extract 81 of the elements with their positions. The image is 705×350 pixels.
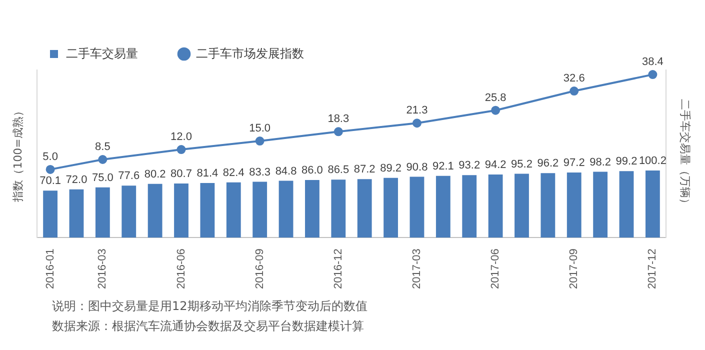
data-label: 80.7 (170, 168, 192, 180)
bar (488, 174, 503, 238)
data-label: 90.8 (406, 161, 428, 174)
bar (331, 180, 346, 238)
bar (69, 189, 84, 238)
x-tick-label: 2017-09 (568, 248, 580, 290)
bar (278, 180, 294, 238)
data-label: 93.2 (458, 160, 480, 172)
data-label: 89.2 (380, 162, 402, 174)
point (412, 118, 422, 128)
data-label: 75.0 (92, 172, 114, 184)
data-label: 83.3 (249, 166, 271, 178)
point (98, 155, 108, 164)
data-label: 97.2 (563, 156, 585, 169)
bar (122, 186, 136, 238)
data-label: 98.2 (590, 156, 612, 168)
data-label: 5.0 (42, 150, 58, 163)
data-label: 80.2 (144, 168, 166, 180)
data-label: 70.1 (40, 175, 62, 188)
bar (148, 184, 162, 238)
data-label: 8.5 (95, 141, 110, 154)
data-label: 77.6 (118, 170, 140, 182)
bar (646, 170, 660, 238)
bar (95, 187, 110, 238)
data-label: 21.3 (406, 104, 428, 117)
point (255, 136, 264, 146)
bar (226, 182, 241, 238)
x-tick-label: 2017-12 (646, 248, 659, 290)
y-axis-title: 指数（100=成熟） (11, 106, 24, 203)
bar (384, 178, 398, 238)
x-tick-label: 2016-03 (96, 248, 109, 290)
legend-label: 二手车市场发展指数 (196, 46, 304, 60)
x-tick-label: 2017-03 (411, 248, 424, 290)
text: 说明：图中交易量是用12期移动平均消除季节变动后的数值 (52, 298, 368, 315)
data-label: 38.4 (642, 56, 664, 68)
point (334, 127, 343, 136)
y2-axis-title: 二手车交易量（万辆） (678, 98, 692, 209)
x-tick-label: 2016-12 (332, 248, 344, 290)
data-label: 94.2 (484, 159, 506, 171)
x-tick-label: 2016-01 (44, 248, 56, 290)
x-tick-label: 2016-09 (254, 248, 266, 290)
data-label: 15.0 (249, 122, 271, 135)
legend-label: 二手车交易量 (66, 46, 138, 60)
data-label: 96.2 (537, 158, 559, 170)
bar (357, 179, 372, 238)
point (570, 86, 579, 96)
x-tick-label: 2016-06 (175, 248, 188, 290)
data-label: 86.5 (328, 164, 350, 176)
bar (43, 190, 58, 238)
data-label: 25.8 (484, 92, 506, 104)
bar (410, 176, 424, 238)
bar (566, 172, 582, 238)
bar (436, 176, 450, 238)
data-label: 95.2 (511, 158, 532, 170)
data-label: 12.0 (170, 131, 192, 144)
bar (305, 180, 320, 238)
data-label: 92.1 (432, 160, 454, 172)
point (648, 70, 658, 80)
source-note: 数据来源：根据汽车流通协会数据及交易平台数据建模计算 (52, 318, 365, 335)
data-label: 72.0 (66, 174, 88, 186)
data-label: 84.8 (275, 165, 297, 178)
point (176, 145, 186, 154)
data-label: 87.2 (354, 164, 376, 176)
data-label: 86.0 (302, 164, 323, 176)
data-label: 82.4 (222, 166, 244, 179)
point (491, 106, 500, 115)
bar (252, 182, 268, 238)
data-label: 18.3 (328, 113, 350, 126)
bar (462, 175, 477, 238)
x-tick-label: 2017-06 (490, 248, 502, 290)
bar (540, 173, 556, 238)
data-label: 81.4 (196, 168, 218, 180)
bar (593, 172, 608, 238)
point (46, 164, 55, 174)
data-label: 99.2 (616, 156, 638, 168)
bar (514, 174, 529, 238)
bar (200, 183, 215, 238)
bar (619, 171, 634, 238)
data-label: 100.2 (638, 154, 666, 167)
data-label: 32.6 (563, 72, 585, 85)
bar (174, 184, 188, 238)
